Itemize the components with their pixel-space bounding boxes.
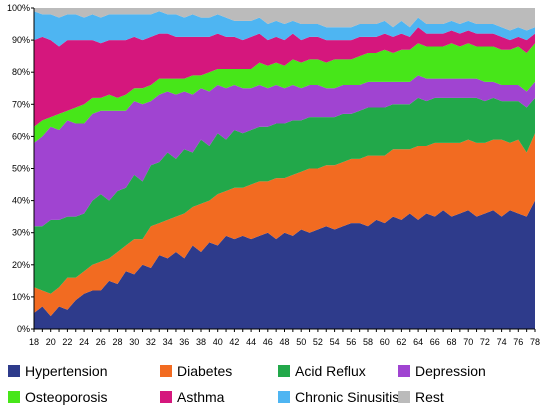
x-tick-label: 42	[229, 337, 239, 347]
y-tick-label: 80%	[12, 67, 30, 77]
series-area-acid-reflux	[34, 97, 535, 294]
x-tick-label: 28	[112, 337, 122, 347]
series-area-osteoporosis	[34, 43, 535, 143]
x-tick-label: 46	[263, 337, 273, 347]
legend: Hypertension Diabetes Acid Reflux Depressio…	[8, 363, 486, 405]
x-tick-label: 72	[480, 337, 490, 347]
legend-label-chronic-sinusitis: Chronic Sinusitis	[295, 389, 399, 405]
y-tick-label: 20%	[12, 260, 30, 270]
x-tick-label: 56	[346, 337, 356, 347]
y-tick-label: 30%	[12, 228, 30, 238]
legend-label-depression: Depression	[415, 363, 486, 379]
y-tick-label: 70%	[12, 99, 30, 109]
y-tick-label: 0%	[17, 324, 30, 334]
x-tick-label: 78	[530, 337, 540, 347]
legend-swatch-acid-reflux	[278, 365, 290, 377]
x-tick-label: 58	[363, 337, 373, 347]
y-tick-label: 90%	[12, 35, 30, 45]
series-area-hypertension	[34, 200, 535, 329]
x-tick-label: 40	[213, 337, 223, 347]
legend-swatch-osteoporosis	[8, 391, 20, 403]
x-tick-label: 52	[313, 337, 323, 347]
series-area-chronic-sinusitis	[34, 11, 535, 47]
x-tick-label: 74	[497, 337, 507, 347]
legend-label-osteoporosis: Osteoporosis	[25, 389, 107, 405]
series-area-diabetes	[34, 133, 535, 317]
legend-label-rest: Rest	[415, 389, 444, 405]
legend-swatch-depression	[398, 365, 410, 377]
x-tick-label: 62	[396, 337, 406, 347]
x-tick-label: 32	[146, 337, 156, 347]
y-tick-label: 60%	[12, 131, 30, 141]
x-tick-label: 54	[330, 337, 340, 347]
x-tick-label: 38	[196, 337, 206, 347]
series-area-asthma	[34, 27, 535, 127]
legend-swatch-chronic-sinusitis	[278, 391, 290, 403]
y-tick-label: 100%	[7, 3, 30, 13]
x-tick-label: 34	[163, 337, 173, 347]
legend-label-hypertension: Hypertension	[25, 363, 108, 379]
x-tick-label: 48	[279, 337, 289, 347]
series-area-depression	[34, 75, 535, 227]
x-tick-label: 76	[513, 337, 523, 347]
x-tick-label: 24	[79, 337, 89, 347]
x-tick-label: 30	[129, 337, 139, 347]
legend-label-acid-reflux: Acid Reflux	[295, 363, 366, 379]
y-tick-label: 10%	[12, 292, 30, 302]
x-tick-label: 60	[380, 337, 390, 347]
y-tick-label: 40%	[12, 196, 30, 206]
y-axis-tick-labels: 0% 10% 20% 30% 40% 50% 60% 70% 80% 90% 100%	[7, 3, 30, 334]
legend-swatch-hypertension	[8, 365, 20, 377]
x-tick-label: 64	[413, 337, 423, 347]
x-tick-label: 66	[430, 337, 440, 347]
x-tick-label: 50	[296, 337, 306, 347]
x-tick-label: 44	[246, 337, 256, 347]
x-tick-label: 68	[446, 337, 456, 347]
x-tick-label: 18	[29, 337, 39, 347]
x-tick-label: 20	[46, 337, 56, 347]
x-tick-label: 70	[463, 337, 473, 347]
axes	[31, 7, 536, 332]
legend-swatch-diabetes	[160, 365, 172, 377]
legend-label-asthma: Asthma	[177, 389, 225, 405]
x-axis-tick-labels: 18 20 22 24 26 28 30 32 34 36 38 40 42 44 46 48 50 52 54 56…	[29, 337, 540, 347]
legend-swatch-rest	[398, 391, 410, 403]
series-area-rest	[34, 8, 535, 31]
area-layer	[34, 8, 535, 329]
x-tick-label: 22	[62, 337, 72, 347]
legend-swatch-asthma	[160, 391, 172, 403]
y-tick-label: 50%	[12, 164, 30, 174]
legend-label-diabetes: Diabetes	[177, 363, 232, 379]
x-tick-label: 36	[179, 337, 189, 347]
x-tick-label: 26	[96, 337, 106, 347]
